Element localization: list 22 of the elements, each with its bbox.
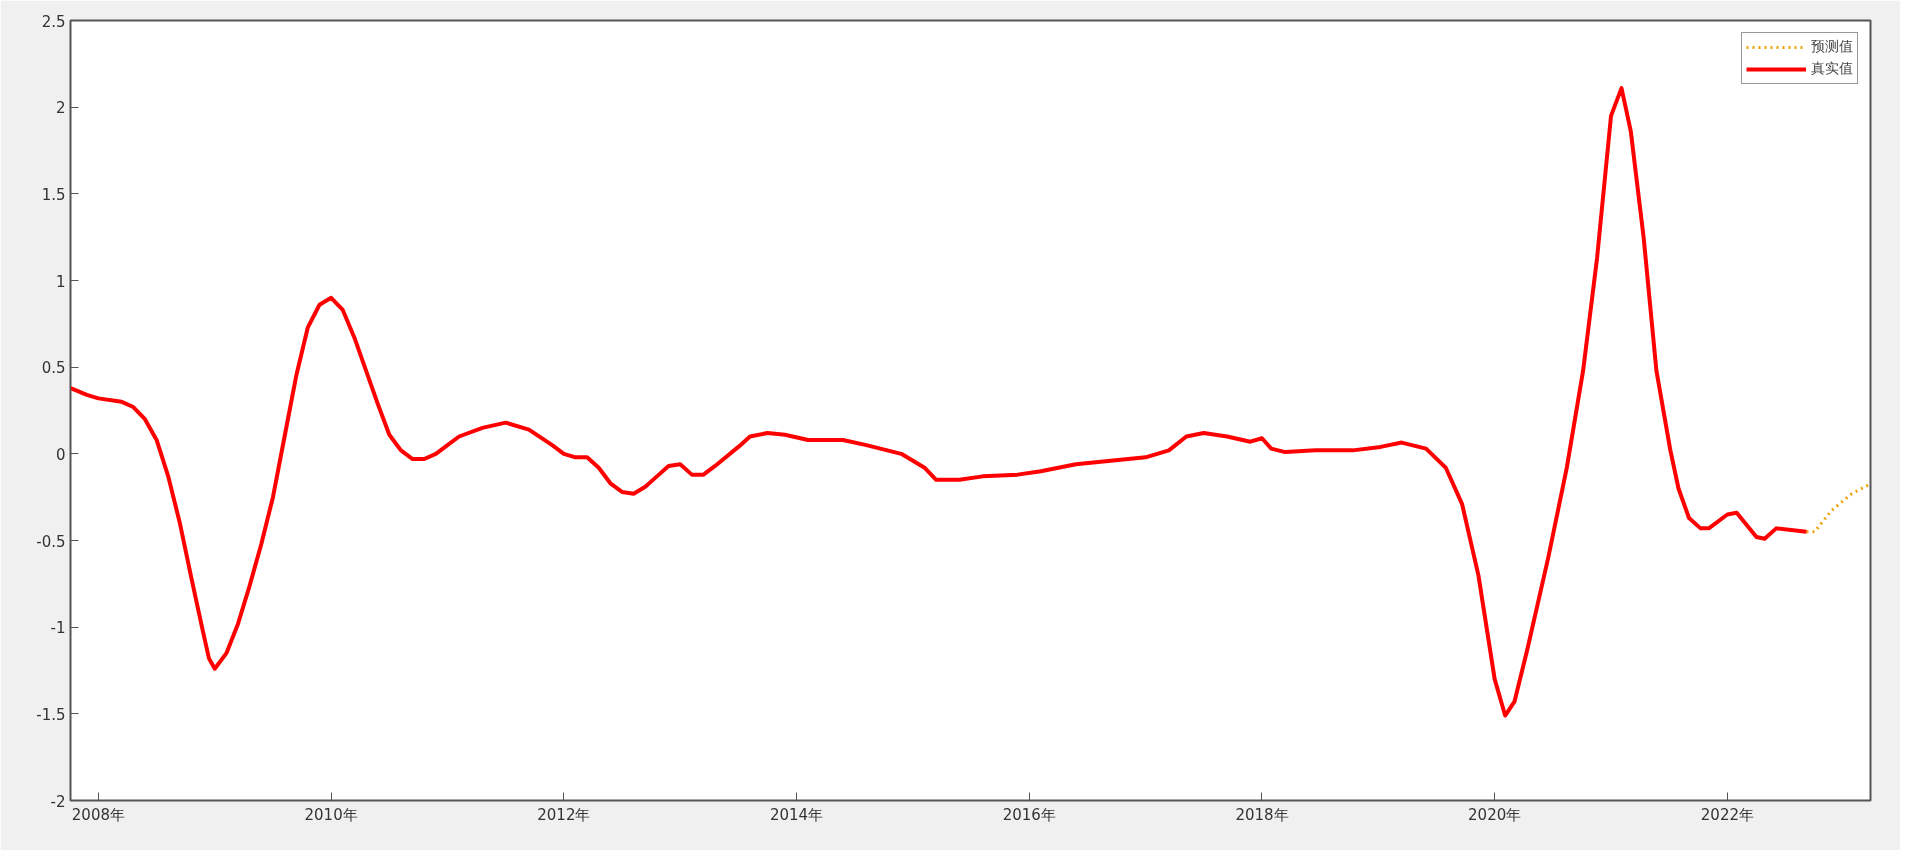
y-tick-label: 2.5 xyxy=(41,12,66,31)
y-tick-label: -1 xyxy=(50,619,66,638)
y-tick-label: 1 xyxy=(55,272,66,291)
y-tick-label: -0.5 xyxy=(36,532,66,551)
x-tick-label: 2022年 xyxy=(1700,805,1754,824)
x-tick-label: 2008年 xyxy=(71,805,126,824)
line-series xyxy=(1805,483,1870,534)
x-tick-label: 2020年 xyxy=(1468,805,1522,824)
x-tick-label: 2016年 xyxy=(1002,805,1056,824)
x-tick-label: 2018年 xyxy=(1235,805,1289,824)
y-tick-label: -2 xyxy=(50,792,66,811)
legend-label: 真实值 xyxy=(1811,60,1853,78)
x-tick-label: 2014年 xyxy=(769,805,824,824)
y-tick-label: 2 xyxy=(55,99,66,118)
x-tick-label: 2012年 xyxy=(537,805,591,824)
y-tick-label: 1.5 xyxy=(41,185,66,204)
legend-label: 预测值 xyxy=(1811,38,1853,56)
y-tick-label: 0.5 xyxy=(41,359,66,378)
y-tick-label: -1.5 xyxy=(36,705,66,724)
x-tick-label: 2010年 xyxy=(304,805,358,824)
line-series xyxy=(70,86,1809,718)
y-tick-label: 0 xyxy=(55,445,66,464)
